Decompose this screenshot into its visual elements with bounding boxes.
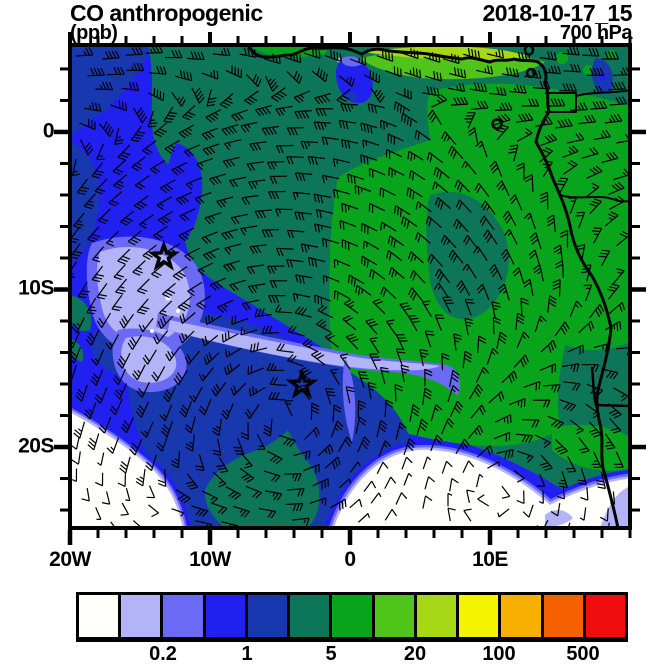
colorbar-cell bbox=[244, 595, 288, 637]
x-tick-label: 10W bbox=[189, 548, 231, 571]
colorbar-tick-label: 1 bbox=[241, 643, 253, 665]
x-tick-label: 20W bbox=[49, 548, 91, 571]
colorbar-cell bbox=[582, 595, 626, 637]
colorbar-cell bbox=[456, 595, 499, 637]
y-tick-label: 0 bbox=[42, 119, 55, 143]
colorbar-cell bbox=[498, 595, 541, 637]
star-marker bbox=[147, 239, 181, 271]
star-marker bbox=[285, 367, 319, 399]
pressure-level-label: 700 hPa bbox=[559, 22, 633, 44]
colorbar-cell bbox=[413, 595, 457, 637]
plot-timestamp: 2018-10-17_15 bbox=[482, 0, 632, 26]
colorbar-tick-label: 20 bbox=[403, 643, 427, 665]
x-tick-label: 0 bbox=[344, 548, 356, 571]
colorbar-tick-label: 500 bbox=[566, 643, 600, 665]
colorbar-cell bbox=[160, 595, 203, 637]
units-label: (ppb) bbox=[70, 22, 118, 44]
colorbar-cell bbox=[329, 595, 372, 637]
colorbar bbox=[76, 592, 628, 642]
coastline bbox=[246, 45, 630, 528]
station-star-markers bbox=[147, 239, 319, 399]
plot-title: CO anthropogenic bbox=[70, 0, 263, 26]
colorbar-cell bbox=[118, 595, 161, 637]
colorbar-cell bbox=[371, 595, 414, 637]
colorbar-tick-label: 5 bbox=[325, 643, 337, 665]
colorbar-cell bbox=[540, 595, 583, 637]
axis-ticks bbox=[54, 32, 646, 545]
colorbar-cell bbox=[79, 595, 119, 637]
colorbar-tick-label: 0.2 bbox=[149, 643, 177, 665]
filled-contours bbox=[70, 45, 630, 528]
colorbar-cell bbox=[287, 595, 330, 637]
x-tick-label: 10E bbox=[472, 548, 508, 571]
colorbar-tick-label: 100 bbox=[482, 643, 516, 665]
colorbar-cell bbox=[202, 595, 245, 637]
y-tick-label: 10S bbox=[18, 277, 54, 301]
wind-barbs bbox=[70, 45, 630, 528]
y-tick-label: 20S bbox=[18, 434, 54, 458]
